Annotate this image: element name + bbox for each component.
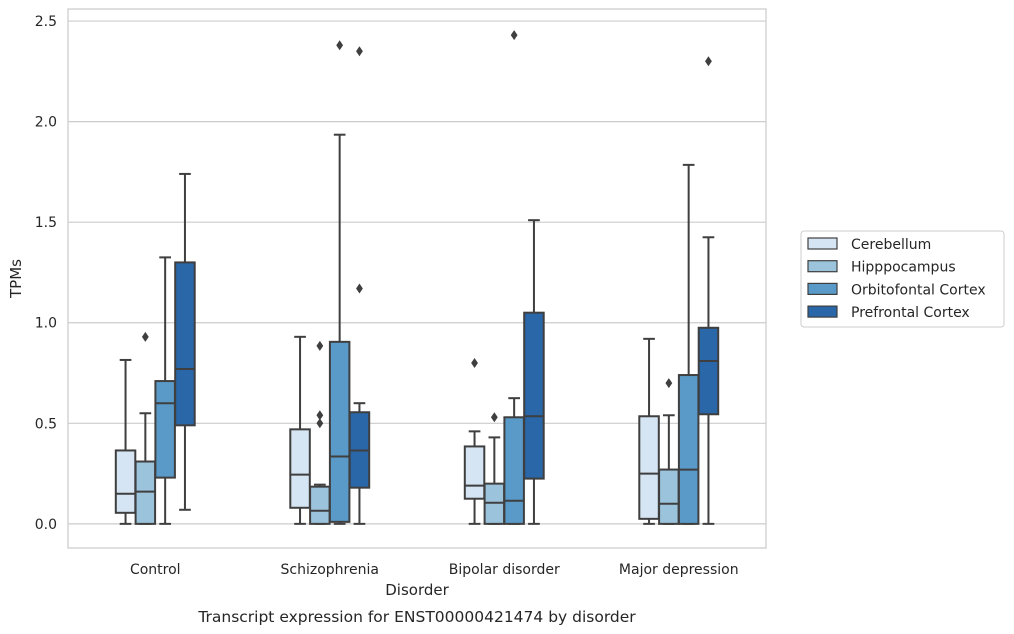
chart-caption: Transcript expression for ENST0000042147… [197, 608, 636, 626]
box [328, 40, 351, 525]
legend-swatch [807, 260, 838, 273]
outlier-point [510, 30, 518, 41]
legend-frame [800, 230, 1005, 328]
x-tick-label: Schizophrenia [281, 562, 379, 578]
plot-frame [67, 8, 767, 549]
outlier-point [665, 378, 673, 389]
box-body [483, 482, 506, 525]
box-body [503, 416, 525, 525]
box-body [174, 261, 196, 427]
outlier-point [356, 46, 363, 57]
box [638, 337, 660, 525]
box [523, 219, 545, 525]
outlier-point [336, 40, 344, 51]
box [289, 335, 311, 525]
box-body [134, 460, 157, 525]
y-tick-label: 0.5 [35, 416, 57, 432]
legend-swatch [807, 282, 838, 295]
y-tick-label: 0.0 [35, 517, 57, 533]
box [658, 378, 680, 525]
y-axis-label: TPMs [7, 259, 25, 299]
box [483, 412, 506, 525]
box-body [328, 340, 351, 523]
x-tick-labels: Control Schizophrenia Bipolar disorder Majo… [130, 562, 739, 578]
legend-swatch [807, 237, 838, 250]
x-tick-label: Control [130, 562, 181, 578]
box [114, 358, 137, 525]
box-body [289, 428, 311, 509]
box [463, 357, 486, 525]
y-tick-label: 1.0 [35, 316, 57, 332]
box-body [677, 374, 700, 525]
box-body [114, 449, 137, 514]
boxes [114, 30, 720, 525]
legend-label: Cerebellum [851, 237, 931, 253]
outlier-point [316, 410, 324, 421]
box-body [697, 326, 720, 416]
box-body [523, 311, 545, 480]
outlier-point [316, 340, 324, 351]
x-tick-label: Major depression [619, 562, 739, 578]
outlier-point [141, 331, 149, 342]
x-axis-label: Disorder [385, 581, 449, 599]
legend-label: Prefrontal Cortex [851, 305, 970, 321]
box-body [638, 415, 660, 520]
box-body [154, 380, 176, 479]
outlier-point [471, 357, 478, 368]
x-tick-label: Bipolar disorder [449, 562, 560, 578]
box [348, 46, 371, 525]
box [154, 256, 176, 525]
box [677, 163, 700, 525]
legend-label: Orbitofontal Cortex [851, 282, 986, 298]
legend: Cerebellum Hipppocampus Orbitofontal Corte… [800, 230, 1005, 328]
outlier-point [705, 56, 712, 67]
y-tick-label: 2.0 [35, 115, 57, 131]
outlier-point [490, 412, 498, 423]
y-tick-labels: 0.0 0.5 1.0 1.5 2.0 2.5 [35, 14, 57, 533]
box [697, 56, 720, 525]
legend-label: Hipppocampus [851, 260, 956, 276]
box [503, 30, 525, 525]
box [134, 331, 157, 525]
outlier-point [356, 283, 363, 294]
y-tick-label: 2.5 [35, 14, 57, 30]
y-tick-label: 1.5 [35, 215, 57, 231]
box [174, 172, 196, 511]
legend-swatch [807, 305, 838, 318]
box-body [309, 485, 331, 525]
box-body [658, 468, 680, 525]
box [309, 340, 331, 525]
outlier-point [316, 418, 324, 429]
box-body [463, 445, 486, 500]
